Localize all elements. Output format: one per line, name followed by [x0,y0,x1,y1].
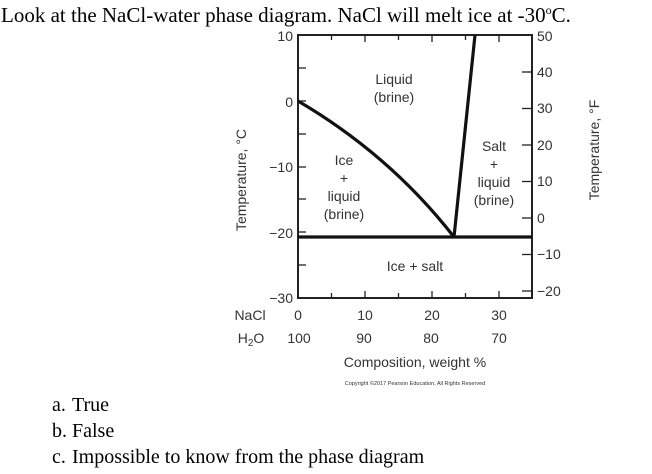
region-salt-liquid: liquid [478,174,511,190]
option-c[interactable]: c. Impossible to know from the phase diag… [52,444,424,470]
bottom-ticks [330,291,500,298]
y-right-tick: 40 [537,64,553,80]
y-right-tick: 10 [537,173,553,189]
y-right-axis-title: Temperature, °F [586,100,602,201]
right-ticks [522,71,532,292]
y-right-tick: 0 [537,210,545,226]
y-left-tick: −10 [269,159,293,175]
region-liquid: (brine) [374,89,414,105]
x-row1-tick: 0 [294,307,302,323]
copyright-text: Copyright ©2017 Pearson Education, All R… [345,380,485,387]
x-row2-tick: 90 [356,330,372,346]
x-row2-tick: 80 [423,330,439,346]
x-row2-tick: 70 [491,330,507,346]
region-ice-liquid: Ice [335,152,354,168]
y-left-tick: −30 [269,290,293,306]
x-row1-tick: 20 [424,307,440,323]
region-liquid: Liquid [375,71,412,87]
question-text: Look at the NaCl-water phase diagram. Na… [1,3,571,28]
top-ticks [330,35,500,42]
option-letter: a. [52,394,66,416]
y-left-tick: 0 [285,94,293,110]
degree-superscript: o [545,3,552,17]
salt-solubility-line [452,34,477,238]
region-salt-liquid: Salt [482,138,506,154]
y-left-tick: 10 [277,28,293,44]
answer-options: a. True b. False c. Impossible to know from… [52,392,424,470]
option-a[interactable]: a. True [52,392,424,418]
region-salt-liquid: (brine) [474,192,514,208]
y-right-tick: 20 [537,137,553,153]
region-ice-liquid: (brine) [324,206,364,222]
y-right-tick: −20 [537,283,561,299]
option-b[interactable]: b. False [52,418,424,444]
x-row1-tick: 30 [491,307,507,323]
option-text: Impossible to know from the phase diagra… [72,446,425,468]
y-left-axis-title: Temperature, °C [233,129,249,231]
region-ice-salt: Ice + salt [387,258,444,274]
x-row2-label: H2O [238,330,265,349]
y-right-tick: −10 [537,246,561,262]
region-ice-liquid: liquid [328,188,361,204]
x-row1-tick: 10 [357,307,373,323]
question-end: C. [551,3,571,27]
region-salt-liquid: + [490,156,498,172]
y-right-tick: 50 [537,28,553,44]
ice-liquidus-curve [297,99,456,238]
x-row1-label: NaCl [234,307,265,323]
option-text: False [72,420,115,442]
y-left-tick: −20 [269,225,293,241]
question-main: Look at the NaCl-water phase diagram. Na… [1,3,546,27]
option-letter: c. [52,446,66,468]
left-ticks [298,67,306,266]
option-letter: b. [52,420,67,442]
option-text: True [72,394,110,416]
region-ice-liquid: + [340,170,348,186]
y-right-tick: 30 [537,100,553,116]
x-axis-title: Composition, weight % [344,354,486,370]
x-row2-tick: 100 [287,330,311,346]
